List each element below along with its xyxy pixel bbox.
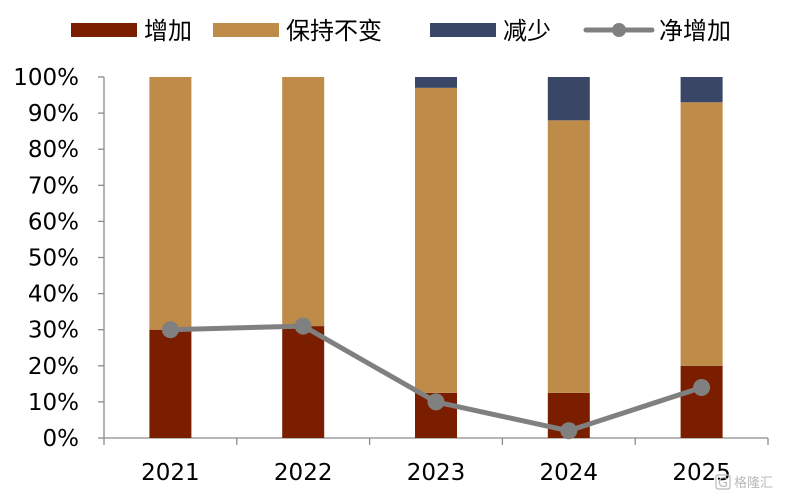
bar-segment-3 (547, 77, 590, 121)
x-axis: 2021 2022 2023 2024 2025 (103, 437, 769, 486)
bar-segment-2 (282, 77, 325, 327)
x-tick-label: 2022 (274, 460, 333, 486)
x-tick-label: 2025 (672, 460, 731, 486)
bar-segment-2 (415, 87, 457, 393)
x-tick-label: 2023 (407, 460, 466, 486)
net-increase-point (294, 317, 312, 335)
bar-segment-3 (415, 77, 457, 88)
net-increase-point (427, 393, 445, 411)
y-tick-label: 60% (28, 209, 79, 235)
y-tick-label: 70% (28, 173, 79, 199)
y-tick-label: 40% (28, 282, 79, 308)
bar-segment-2 (680, 102, 723, 366)
bars-layer (149, 77, 723, 438)
legend-swatch (430, 23, 496, 37)
bar-segment-2 (149, 77, 192, 330)
y-tick-label: 0% (43, 426, 80, 452)
y-tick-label: 90% (28, 101, 79, 127)
x-tick-label: 2024 (540, 460, 599, 486)
legend-label: 增加 (144, 17, 192, 45)
legend-swatch (71, 23, 137, 37)
y-tick-label: 30% (28, 318, 79, 344)
bar-segment-1 (680, 365, 723, 438)
bar-segment-1 (149, 329, 192, 438)
bar-segment-1 (282, 326, 325, 438)
watermark-logo-icon (715, 474, 731, 490)
legend-marker (612, 23, 626, 37)
net-increase-point (161, 321, 179, 339)
net-increase-line-layer (161, 317, 711, 440)
y-tick-label: 100% (13, 65, 79, 91)
watermark-text: 格隆汇 (734, 475, 773, 491)
x-tick-label: 2021 (141, 460, 200, 486)
watermark: G 格隆汇 (715, 474, 773, 491)
bar-segment-3 (680, 77, 723, 103)
net-increase-point (693, 378, 711, 396)
y-tick-label: 20% (28, 354, 79, 380)
net-increase-point (560, 422, 578, 440)
bar-segment-2 (547, 120, 590, 393)
legend-label: 净增加 (659, 17, 731, 45)
y-tick-label: 10% (28, 390, 79, 416)
legend-label: 减少 (503, 17, 551, 45)
legend: 增加 保持不变 减少 净增加 (71, 17, 731, 45)
y-axis: 0% 10% 20% 30% 40% 50% 60% 70% 80% 90% 100% (13, 65, 105, 452)
y-tick-label: 80% (28, 137, 79, 163)
legend-swatch (213, 23, 279, 37)
y-tick-label: 50% (28, 246, 79, 272)
legend-label: 保持不变 (286, 17, 382, 45)
watermark-logo-letter: G (718, 476, 728, 491)
